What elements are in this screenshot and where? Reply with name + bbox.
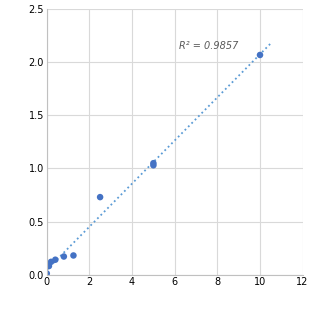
Point xyxy=(44,271,49,276)
Point xyxy=(49,259,54,264)
Point xyxy=(46,264,51,269)
Point xyxy=(53,257,58,262)
Point xyxy=(151,161,156,166)
Point xyxy=(71,253,76,258)
Point xyxy=(61,254,66,259)
Point xyxy=(257,52,262,57)
Point xyxy=(151,163,156,168)
Text: R² = 0.9857: R² = 0.9857 xyxy=(179,41,238,51)
Point xyxy=(98,195,103,200)
